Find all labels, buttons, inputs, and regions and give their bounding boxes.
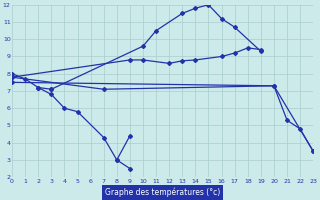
X-axis label: Graphe des températures (°c): Graphe des températures (°c) bbox=[105, 188, 220, 197]
